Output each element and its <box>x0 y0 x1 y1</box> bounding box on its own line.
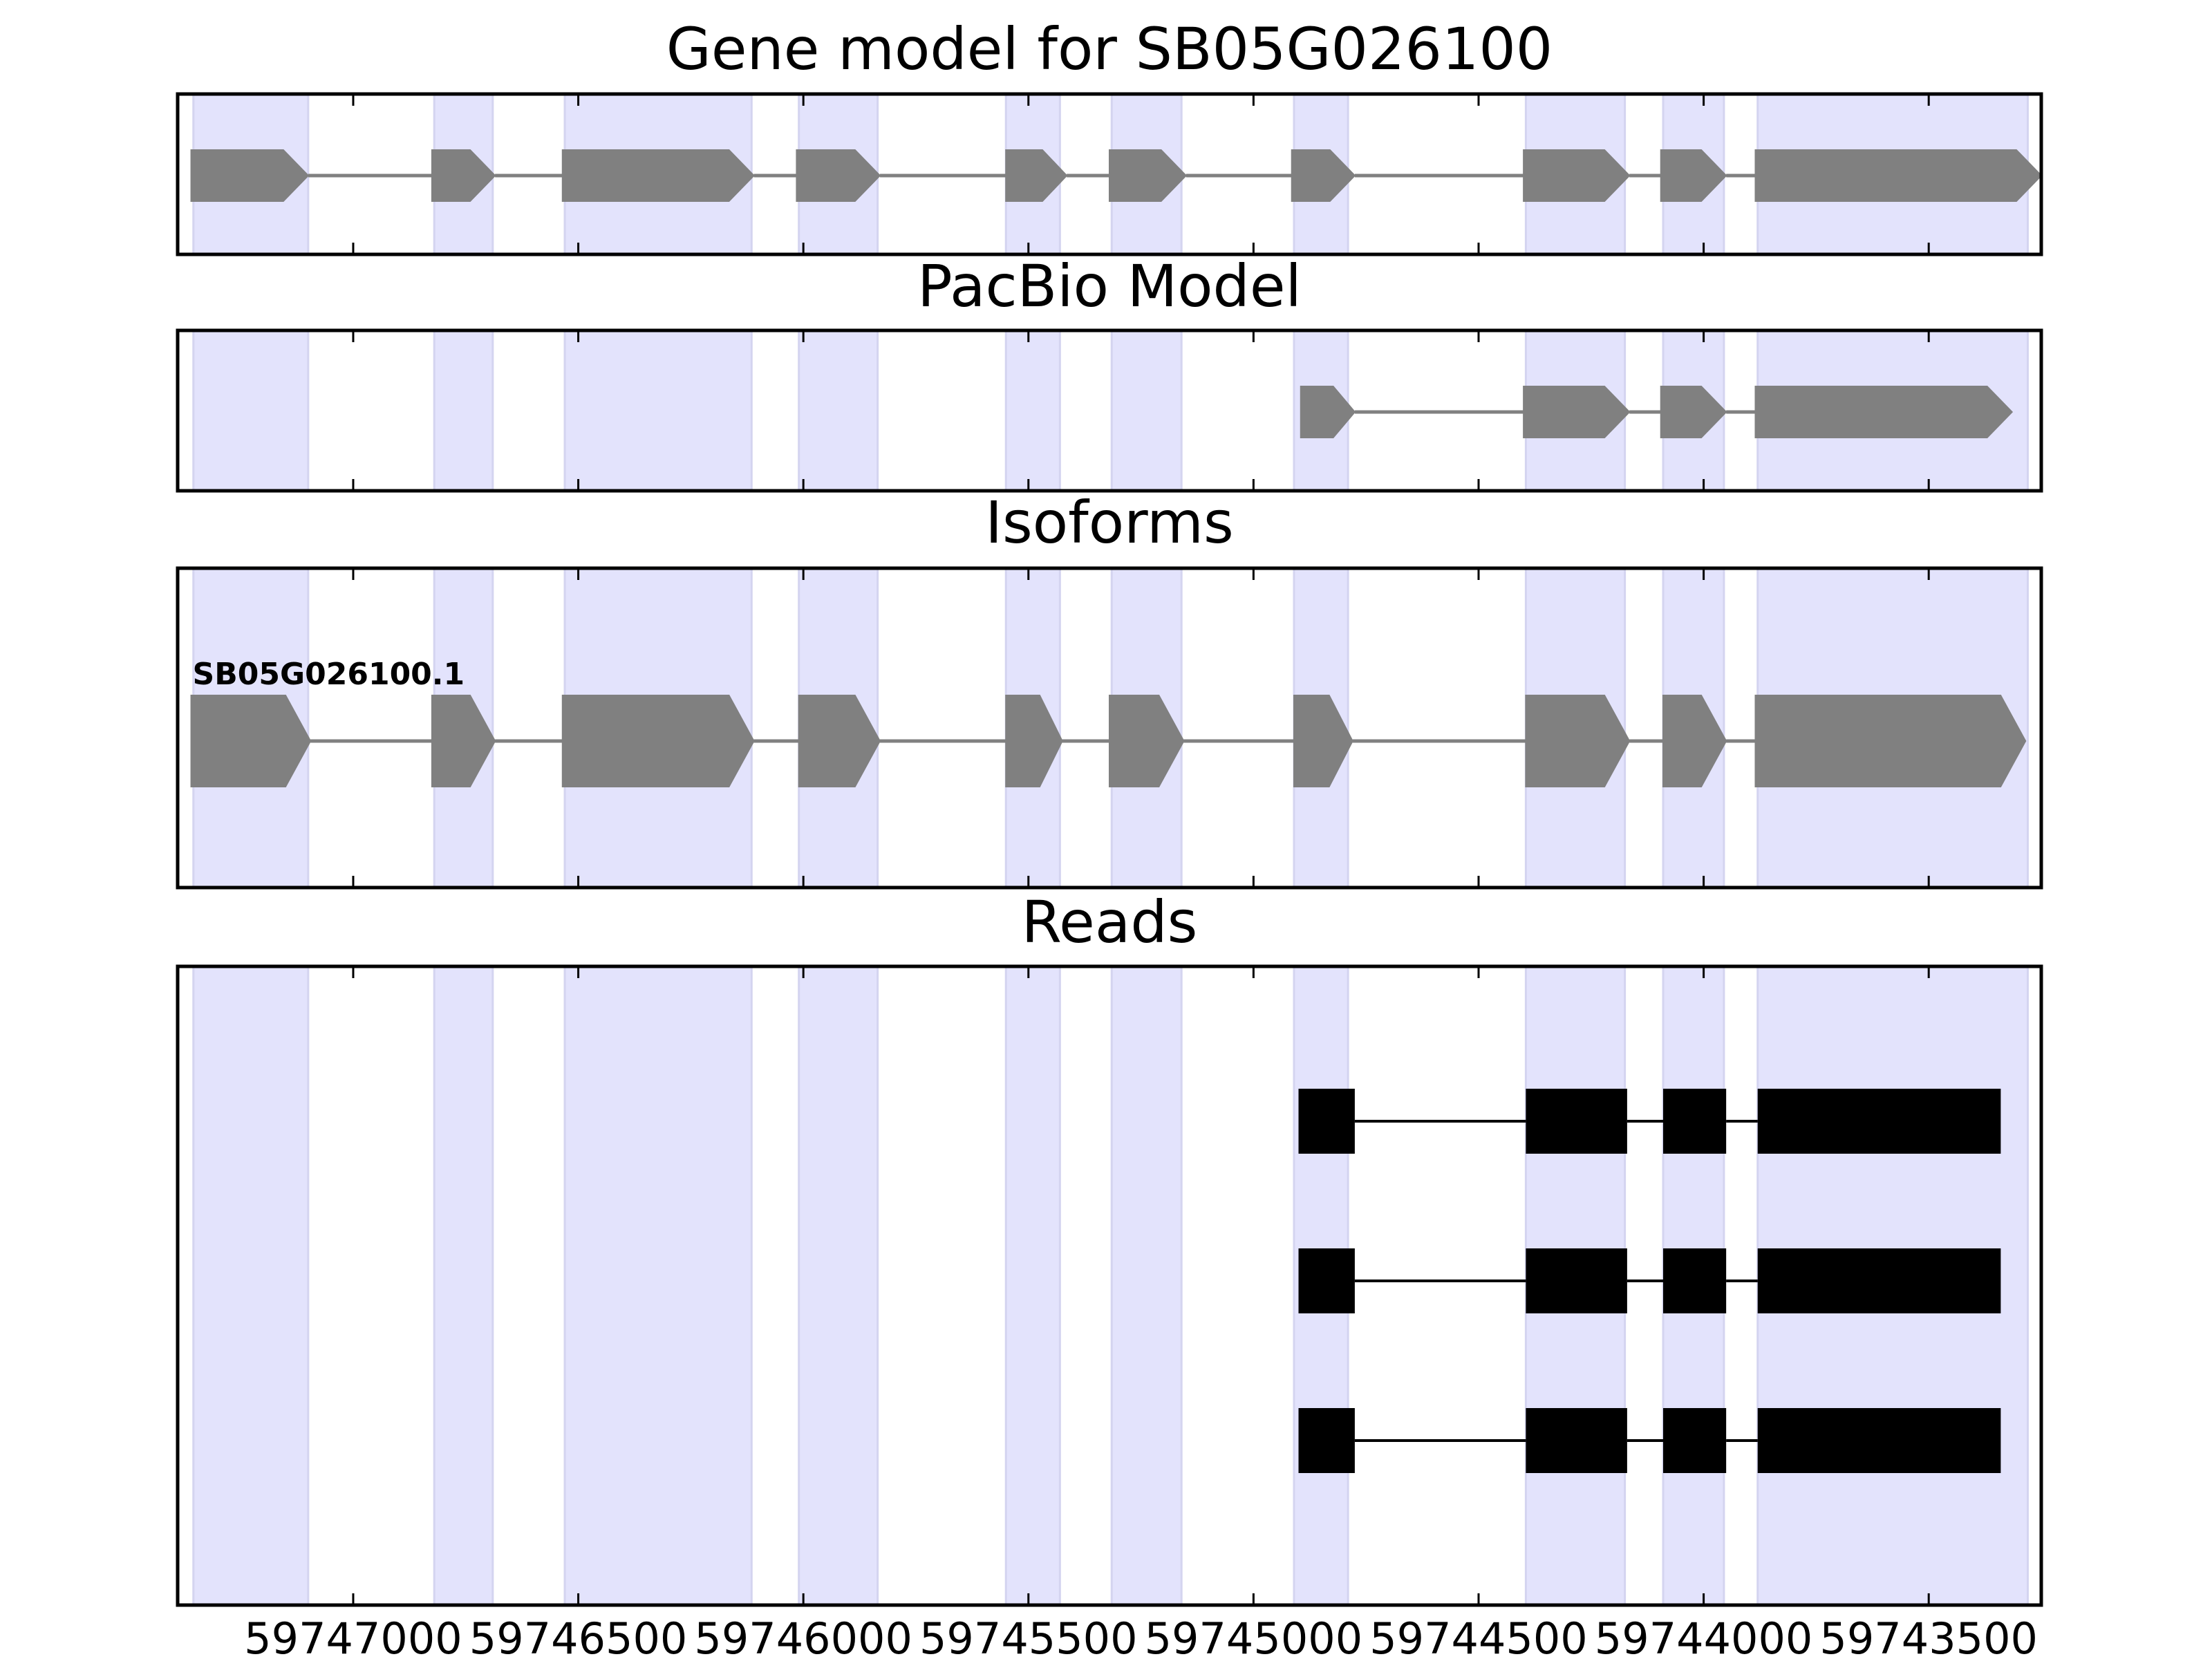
read-3-exon-2 <box>1526 1408 1627 1473</box>
exon-4 <box>798 695 881 787</box>
panel-1: Gene model for SB05G026100 <box>176 15 2043 256</box>
exon-2 <box>431 695 496 787</box>
exon-highlight-band <box>798 329 879 492</box>
read-1-exon-4 <box>1757 1089 2001 1154</box>
exon-highlight-band <box>433 965 494 1606</box>
exon-highlight-band <box>1110 965 1183 1606</box>
exon-10 <box>1754 149 2043 202</box>
exon-highlight-band <box>1004 329 1061 492</box>
x-tick-label: 59744500 <box>1369 1613 1588 1659</box>
read-1-exon-1 <box>1298 1089 1355 1154</box>
exon-3 <box>561 149 755 202</box>
exon-8 <box>1525 695 1631 787</box>
exon-9 <box>1660 149 1727 202</box>
exon-7 <box>1291 149 1356 202</box>
axes-frame <box>176 92 2043 256</box>
x-tick-label: 59746500 <box>469 1613 688 1659</box>
exon-2 <box>431 149 496 202</box>
exon-highlight-band <box>192 329 310 492</box>
read-2-exon-3 <box>1662 1248 1727 1313</box>
read-3-exon-3 <box>1662 1408 1727 1473</box>
axes-frame <box>176 328 2043 493</box>
x-tick-label: 59745000 <box>1145 1613 1363 1659</box>
exon-5 <box>1005 149 1068 202</box>
exon-1 <box>1300 386 1356 438</box>
read-2-exon-4 <box>1757 1248 2001 1313</box>
exon-3 <box>1660 386 1727 438</box>
read-1-exon-3 <box>1662 1089 1727 1154</box>
panel-title: Reads <box>1022 888 1198 956</box>
exon-6 <box>1109 695 1185 787</box>
panel-title: Gene model for SB05G026100 <box>666 15 1553 83</box>
read-2-exon-2 <box>1526 1248 1627 1313</box>
panel-title: Isoforms <box>985 489 1234 556</box>
axes-frame <box>176 964 2043 1607</box>
exon-highlight-band <box>798 965 879 1606</box>
exon-highlight-band <box>433 329 494 492</box>
x-tick-label: 59746000 <box>694 1613 912 1659</box>
exon-9 <box>1662 695 1727 787</box>
exon-highlight-band <box>563 329 753 492</box>
read-3-exon-1 <box>1298 1408 1355 1473</box>
x-tick-label: 59743500 <box>1819 1613 2038 1659</box>
read-3-exon-4 <box>1757 1408 2001 1473</box>
exon-highlight-band <box>1110 329 1183 492</box>
exon-7 <box>1293 695 1353 787</box>
exon-highlight-band <box>1004 965 1061 1606</box>
exon-highlight-band <box>192 965 310 1606</box>
exon-10 <box>1754 695 2027 787</box>
exon-1 <box>190 695 312 787</box>
panel-2: PacBio Model <box>176 252 2043 493</box>
panel-title: PacBio Model <box>917 252 1302 320</box>
exon-4 <box>796 149 881 202</box>
isoform-label: SB05G026100.1 <box>193 657 465 692</box>
x-tick-label: 59747000 <box>244 1613 462 1659</box>
x-tick-label: 59744000 <box>1595 1613 1813 1659</box>
exon-highlight-band <box>563 965 753 1606</box>
x-tick-label: 59745500 <box>919 1613 1138 1659</box>
exon-3 <box>561 695 755 787</box>
exon-5 <box>1005 695 1063 787</box>
exon-8 <box>1523 149 1631 202</box>
read-2-exon-1 <box>1298 1248 1355 1313</box>
panel-3: Isoforms SB05G026100.1 <box>176 489 2043 890</box>
exon-1 <box>190 149 310 202</box>
axes-frame <box>176 566 2043 890</box>
exon-2 <box>1523 386 1631 438</box>
exon-4 <box>1754 386 2014 438</box>
read-1-exon-2 <box>1526 1089 1627 1154</box>
exon-6 <box>1109 149 1188 202</box>
